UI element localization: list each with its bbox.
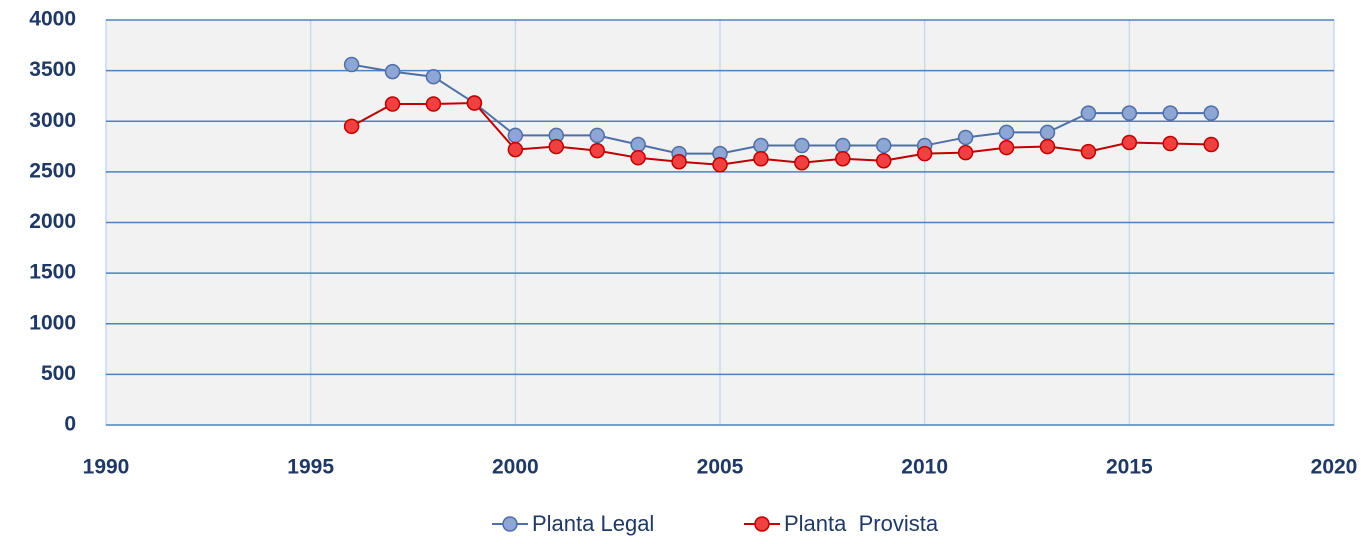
marker	[998, 139, 1015, 156]
marker	[384, 63, 401, 80]
marker	[630, 149, 646, 166]
marker	[1162, 105, 1179, 121]
marker	[589, 127, 605, 144]
x-tick-label: 2010	[901, 456, 948, 479]
marker	[1121, 134, 1138, 151]
y-tick-label: 0	[64, 413, 76, 436]
marker	[794, 137, 810, 154]
x-tick-label: 2020	[1311, 456, 1358, 479]
y-tick-label: 2500	[29, 159, 76, 182]
marker	[507, 141, 524, 158]
y-tick-label: 1500	[29, 261, 76, 284]
marker	[1203, 136, 1219, 153]
marker	[466, 95, 483, 111]
marker	[957, 129, 974, 146]
marker	[712, 157, 728, 173]
marker	[753, 137, 769, 154]
marker	[1080, 143, 1097, 160]
x-tick-label: 2005	[697, 456, 744, 479]
y-tick-label: 3000	[29, 109, 76, 132]
marker	[507, 127, 524, 144]
marker	[671, 154, 687, 170]
marker	[1039, 138, 1056, 155]
y-tick-label: 500	[41, 362, 76, 385]
x-tick-label: 1995	[287, 456, 334, 479]
x-tick-label: 1990	[83, 456, 130, 479]
marker	[753, 150, 769, 167]
marker	[1121, 105, 1138, 121]
marker	[794, 155, 810, 171]
marker	[998, 124, 1015, 141]
marker	[1203, 105, 1219, 121]
y-tick-label: 2000	[29, 210, 76, 233]
y-tick-label: 4000	[29, 8, 76, 31]
marker	[589, 142, 605, 159]
legend-marker	[754, 516, 770, 532]
legend-marker	[502, 516, 518, 532]
legend-label: Planta Provista	[784, 511, 939, 536]
marker	[630, 136, 646, 153]
series-line	[351, 63, 1212, 155]
y-tick-label: 3500	[29, 58, 76, 81]
marker	[343, 118, 360, 135]
marker	[384, 96, 401, 112]
marker	[957, 144, 974, 161]
marker	[425, 68, 442, 85]
marker	[1162, 135, 1179, 152]
marker	[875, 152, 892, 169]
marker	[425, 96, 442, 112]
x-tick-label: 2000	[492, 456, 539, 479]
y-tick-label: 1000	[29, 311, 76, 334]
marker	[835, 150, 851, 167]
marker	[548, 138, 565, 155]
marker	[343, 56, 360, 73]
marker	[1039, 124, 1056, 141]
marker	[835, 137, 851, 154]
marker	[875, 137, 892, 154]
series-line	[351, 102, 1212, 166]
marker	[916, 145, 933, 162]
legend-label: Planta Legal	[532, 511, 654, 536]
marker	[1080, 105, 1097, 121]
x-tick-label: 2015	[1106, 456, 1153, 479]
